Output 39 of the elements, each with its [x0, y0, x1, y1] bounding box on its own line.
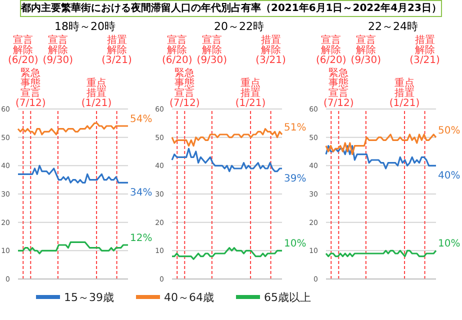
- text: 措置解除(3/21): [256, 35, 286, 66]
- text: 緊急事態宣言(7/12): [16, 68, 46, 109]
- chart-subtitle: 22～24時: [367, 19, 419, 33]
- text: 措置解除(3/21): [102, 35, 132, 66]
- line-series: [17, 164, 129, 184]
- text: 宣言解除(6/20): [8, 35, 38, 66]
- text: 12%: [130, 233, 152, 244]
- text: 重点措置(1/21): [235, 78, 266, 109]
- line-series: [171, 247, 283, 260]
- text: 40%: [438, 170, 460, 182]
- text: 54%: [130, 114, 152, 125]
- text: 宣言解除(9/30): [350, 35, 382, 66]
- line-series: [171, 148, 283, 172]
- text: 34%: [130, 188, 152, 199]
- text: 51%: [284, 122, 306, 134]
- text: 重点措置(1/21): [389, 78, 420, 109]
- line-series: [17, 241, 129, 254]
- chart-subtitle: 18時～20時: [54, 19, 116, 33]
- legend-label: 15～39歳: [64, 291, 114, 304]
- legend-label: 65歳以上: [264, 291, 311, 304]
- text: 都内主要繁華街における夜間滞留人口の年代別占有率（2021年6月1日～2022年4月23日）: [20, 0, 442, 17]
- text: 宣言解除(6/20): [162, 35, 192, 66]
- text: 宣言解除(9/30): [196, 35, 228, 66]
- text: 措置解除(3/21): [410, 35, 440, 66]
- text: 緊急事態宣言(7/12): [170, 68, 200, 109]
- text: 重点措置(1/21): [81, 78, 112, 109]
- line-series: [171, 128, 283, 147]
- text: 緊急事態宣言(7/12): [324, 68, 354, 109]
- chart-subtitle: 20～22時: [213, 19, 265, 33]
- line-series: [325, 145, 437, 170]
- text: 宣言解除(9/30): [42, 35, 74, 66]
- text: 39%: [284, 174, 306, 184]
- text: 10%: [438, 238, 460, 250]
- legend-label: 40～64歳: [164, 291, 214, 304]
- text: 宣言解除(6/20): [316, 35, 346, 66]
- line-series: [17, 122, 129, 136]
- text: 10%: [284, 238, 306, 250]
- line-series: [325, 134, 437, 156]
- text: 50%: [438, 125, 460, 136]
